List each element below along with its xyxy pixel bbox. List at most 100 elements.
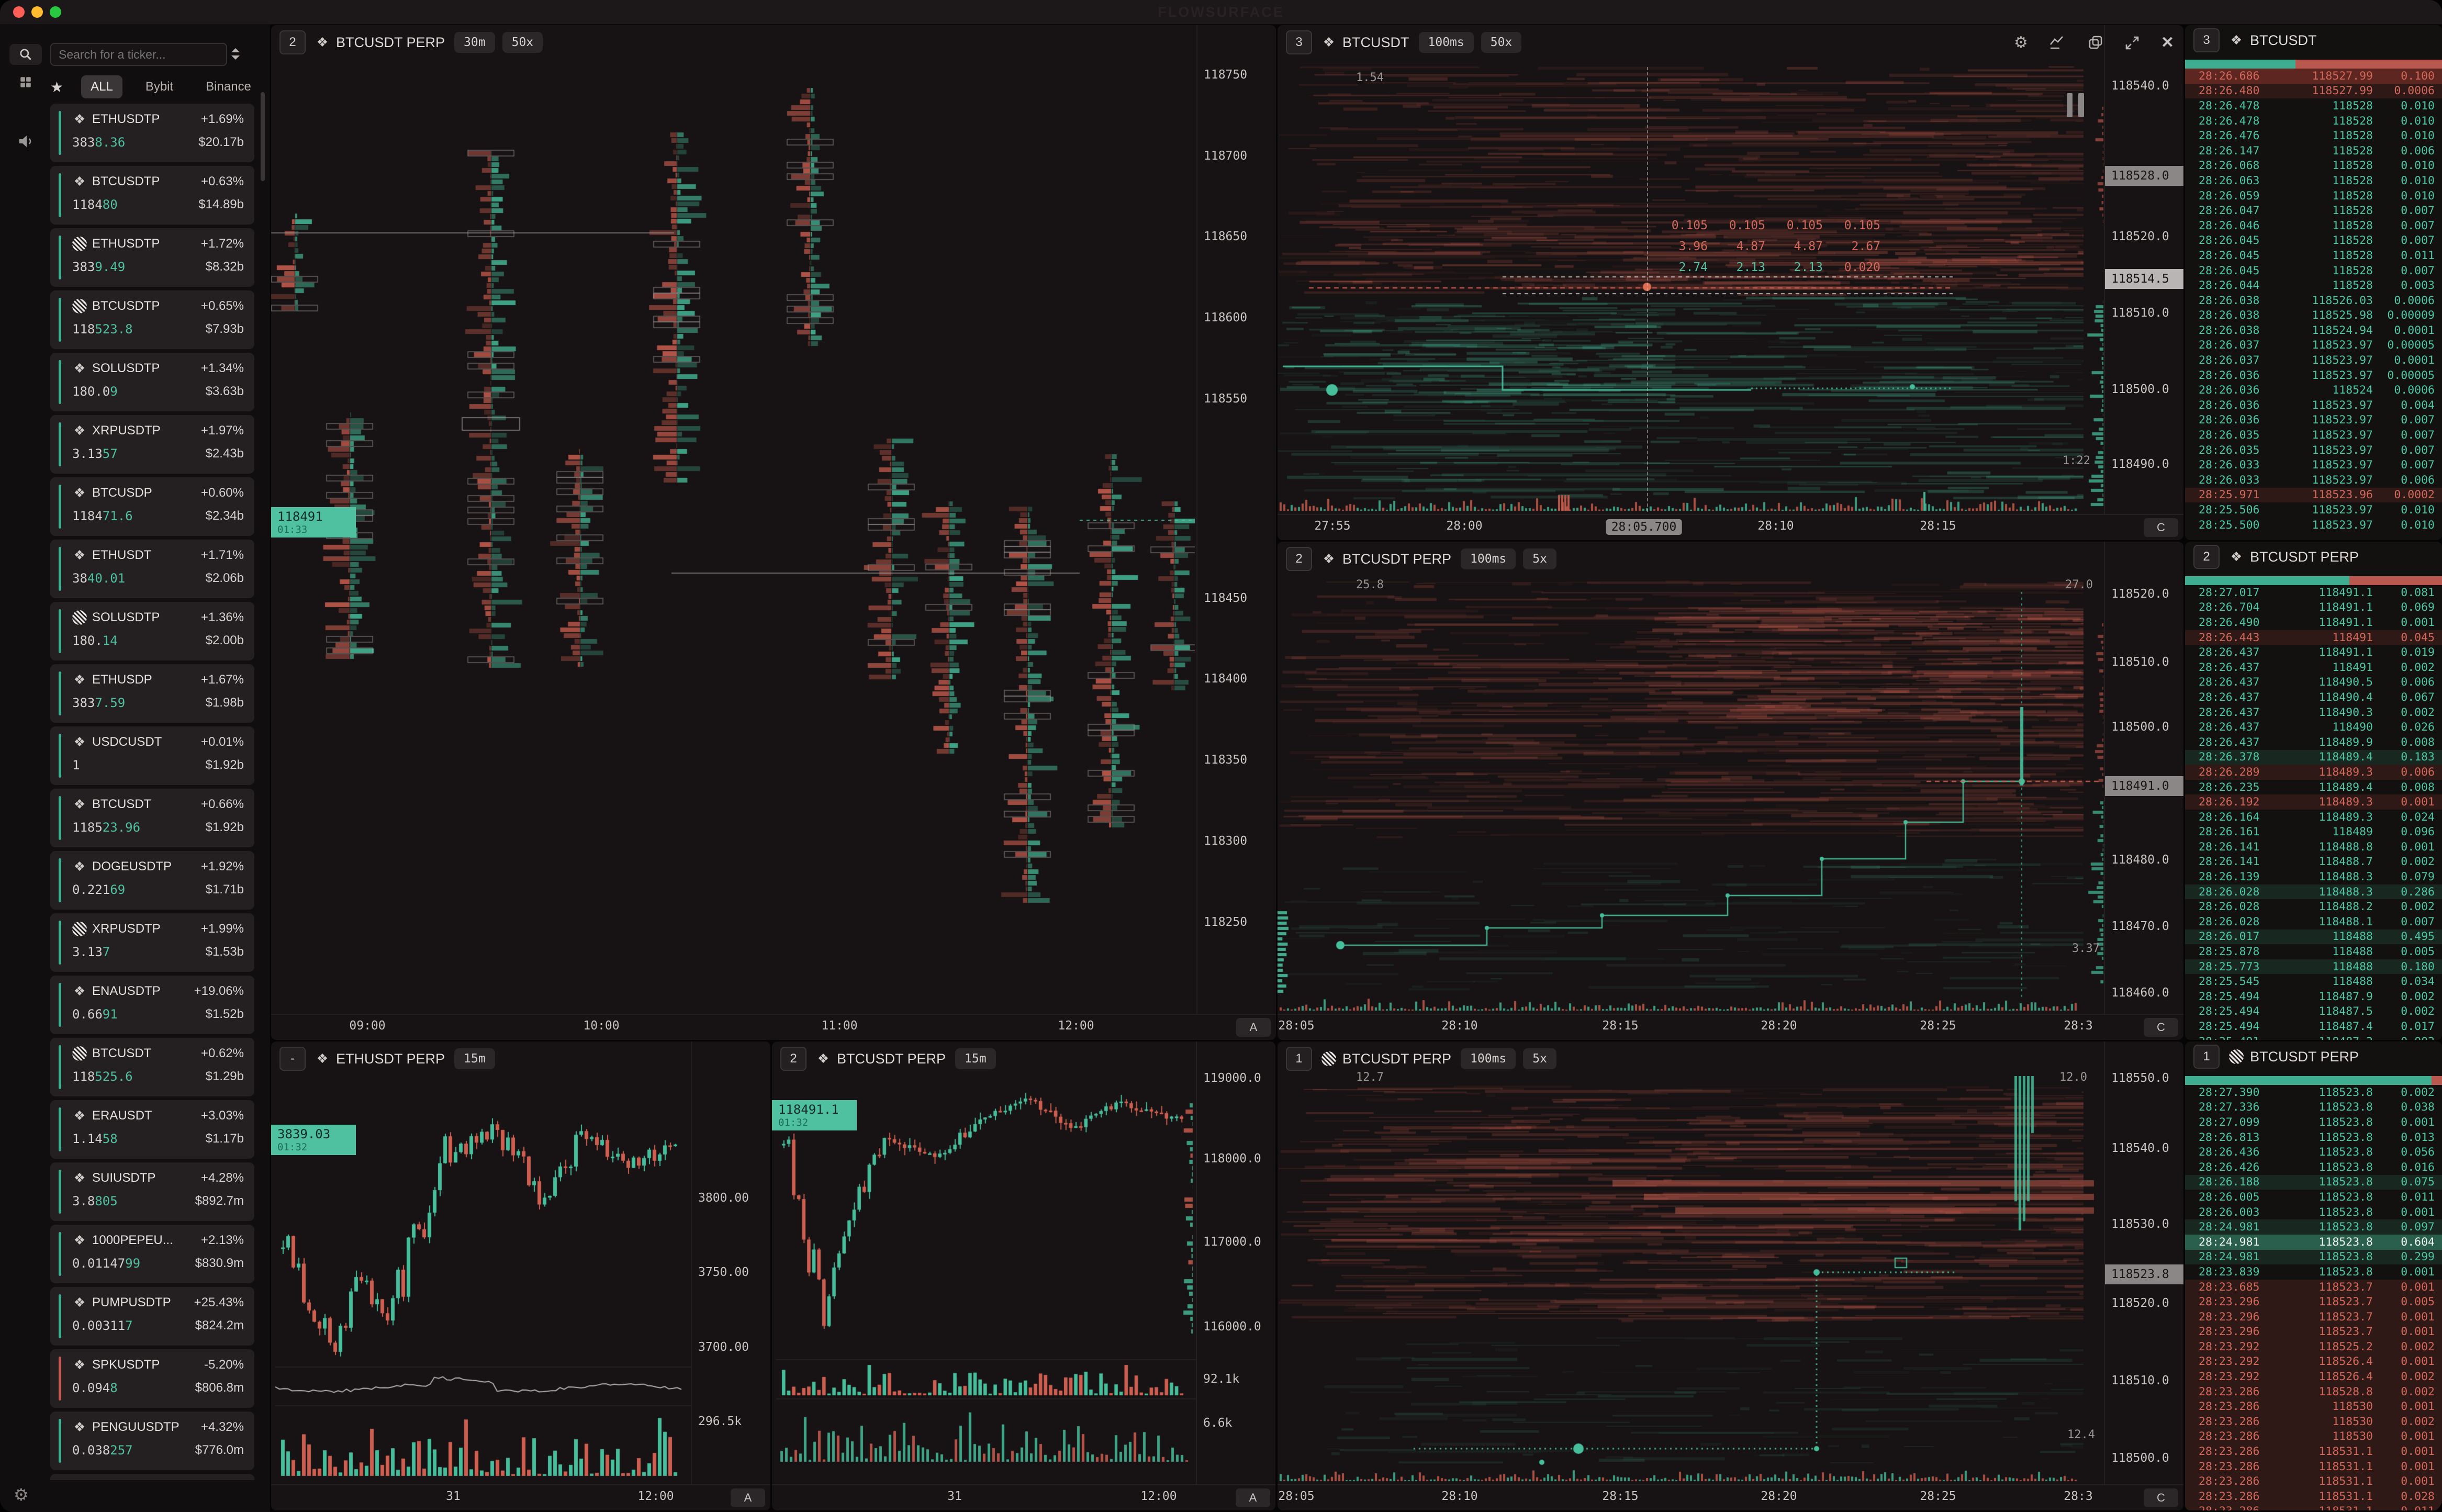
exchange-icon [72, 174, 87, 189]
ticker-card[interactable]: BTCUSDT +0.62% 118525.6 $1.29b [50, 1038, 254, 1096]
panel-number[interactable]: 3 [2193, 28, 2220, 52]
ticker-card[interactable]: SOLUSDTP +1.36% 180.14 $2.00b [50, 602, 254, 660]
ticker-change: +25.43% [194, 1295, 244, 1309]
ticker-card[interactable]: 1000PEPEU... +2.13% 0.0114799 $830.9m [50, 1225, 254, 1283]
autoscale-button[interactable]: C [2144, 1018, 2178, 1037]
time-axis[interactable]: 28:05 28:10 28:15 28:20 28:25 28:3 [1278, 1484, 2183, 1510]
minimize-window-button[interactable] [31, 6, 43, 18]
panel-number[interactable]: 1 [1286, 1047, 1312, 1071]
ticker-card[interactable]: BTCUSDT +0.66% 118523.96 $1.92b [50, 789, 254, 847]
ticker-card[interactable]: SUIUSDTP +4.28% 3.8805 $892.7m [50, 1162, 254, 1221]
indicator-icon[interactable] [2049, 35, 2067, 51]
ticker-volume: $824.2m [195, 1318, 244, 1332]
app-title: FLOWSURFACE [1158, 4, 1284, 20]
ticker-card[interactable]: ETHUSDT [50, 1474, 254, 1480]
price-axis[interactable]: 118540.0 118528.0 118520.0 118514.5 118510.0… [2104, 25, 2183, 515]
change-accent-bar [59, 1232, 61, 1276]
search-input[interactable] [58, 47, 220, 62]
close-window-button[interactable] [13, 6, 25, 18]
ticker-card[interactable]: DOGEUSDTP +1.92% 0.22169 $1.71b [50, 851, 254, 910]
panel-number[interactable]: - [279, 1047, 306, 1071]
chart-setting-chip[interactable]: 5x [1523, 548, 1556, 569]
autoscale-button[interactable]: A [731, 1488, 765, 1507]
footprint-chart-canvas[interactable] [271, 83, 1195, 988]
chart-symbol: ETHUSDT PERP [315, 1051, 445, 1067]
exchange-tab[interactable]: Bybit [145, 80, 174, 94]
panel-number[interactable]: 2 [780, 1047, 806, 1071]
heatmap-canvas[interactable] [1278, 60, 2104, 515]
panel-number[interactable]: 2 [279, 30, 306, 54]
time-axis[interactable]: 09:00 10:00 11:00 12:00 [271, 1014, 1276, 1040]
trade-row: 28:25.773 118488 0.180 [2185, 959, 2442, 975]
chart-setting-chip[interactable]: 100ms [1461, 548, 1516, 569]
ticker-card[interactable]: SOLUSDTP +1.34% 180.09 $3.63b [50, 353, 254, 411]
autoscale-button[interactable]: C [2144, 518, 2178, 537]
ticker-card[interactable]: BTCUSDP +0.60% 118471.6 $2.34b [50, 477, 254, 536]
chart-setting-chip[interactable]: 100ms [1418, 32, 1474, 53]
last-price-tag: 118491 01:33 [271, 507, 356, 537]
exchange-tab[interactable]: Binance [206, 80, 251, 94]
ticker-card[interactable]: SPKUSDTP -5.20% 0.0948 $806.8m [50, 1349, 254, 1408]
trade-row: 28:26.686 118527.99 0.100 [2185, 69, 2442, 84]
sort-button[interactable] [229, 47, 242, 63]
ticker-card[interactable]: BTCUSDTP +0.65% 118523.8 $7.93b [50, 290, 254, 349]
price-axis[interactable]: 118750 118700 118650 118600 118550 118450 1184… [1196, 25, 1276, 1015]
ticker-card[interactable]: ETHUSDTP +1.69% 3838.36 $20.17b [50, 104, 254, 162]
heatmap-canvas[interactable] [1278, 1076, 2104, 1485]
audio-button[interactable] [18, 134, 33, 151]
candle-canvas[interactable] [776, 1072, 1197, 1481]
favorites-star-icon[interactable]: ★ [50, 79, 64, 95]
ticker-card[interactable]: ENAUSDTP +19.06% 0.6691 $1.52b [50, 976, 254, 1034]
autoscale-button[interactable]: C [2144, 1488, 2178, 1507]
ticker-price: 0.6691 [72, 1007, 118, 1022]
chart-setting-chip[interactable]: 50x [502, 32, 543, 53]
autoscale-button[interactable]: A [1236, 1018, 1271, 1037]
zoom-window-button[interactable] [50, 6, 61, 18]
ticker-card[interactable]: ERAUSDT +3.03% 1.1458 $1.17b [50, 1100, 254, 1159]
time-axis[interactable]: 31 12:00 [271, 1484, 770, 1510]
settings-gear-icon[interactable]: ⚙ [2013, 34, 2028, 51]
ticker-symbol: PUMPUSDTP [72, 1295, 171, 1310]
panel-number[interactable]: 1 [2193, 1045, 2220, 1069]
chart-setting-chip[interactable]: 30m [454, 32, 495, 53]
price-axis[interactable]: 118520.0 118510.0 118500.0 118491.0 118480.0… [2104, 542, 2183, 1015]
time-axis[interactable]: 31 12:00 [772, 1484, 1275, 1510]
exchange-tab[interactable]: ALL [81, 75, 122, 98]
ticker-card[interactable]: ETHUSDTP +1.72% 3839.49 $8.32b [50, 228, 254, 287]
settings-gear-icon[interactable]: ⚙ [14, 1485, 29, 1504]
pause-icon[interactable] [2067, 93, 2084, 117]
ticker-card[interactable]: PENGUUSDTP +4.32% 0.038257 $776.0m [50, 1412, 254, 1470]
chart-setting-chip[interactable]: 15m [955, 1048, 996, 1069]
ticker-card[interactable]: XRPUSDTP +1.97% 3.1357 $2.43b [50, 415, 254, 474]
autoscale-button[interactable]: A [1236, 1488, 1270, 1507]
copy-icon[interactable] [2088, 35, 2103, 51]
panel-number[interactable]: 2 [1286, 547, 1312, 571]
price-tick: 118514.5 [2105, 269, 2183, 289]
price-axis[interactable]: 119000.0 118000.0 117000.0 116000.0 92.1k 6.6… [1196, 1041, 1275, 1485]
panel-number[interactable]: 3 [1286, 30, 1312, 54]
sidebar-scrollbar[interactable] [261, 92, 265, 181]
layout-grid-button[interactable] [19, 75, 32, 92]
chart-setting-chip[interactable]: 100ms [1461, 1048, 1516, 1069]
ticker-card[interactable]: ETHUSDT +1.71% 3840.01 $2.06b [50, 540, 254, 598]
close-icon[interactable]: ✕ [2160, 34, 2174, 51]
ticker-card[interactable]: USDCUSDT +0.01% 1 $1.92b [50, 726, 254, 785]
ticker-card[interactable]: ETHUSDP +1.67% 3837.59 $1.98b [50, 664, 254, 723]
time-axis[interactable]: 28:05 28:10 28:15 28:20 28:25 28:3 [1278, 1014, 2183, 1040]
ticker-card[interactable]: BTCUSDTP +0.63% 118480 $14.89b [50, 166, 254, 225]
price-axis[interactable]: 3800.00 3750.00 3700.00 296.5k [691, 1041, 770, 1485]
ticker-symbol: ENAUSDTP [72, 984, 161, 999]
search-button[interactable] [9, 44, 42, 65]
heatmap-canvas[interactable] [1278, 576, 2104, 1015]
chart-setting-chip[interactable]: 15m [454, 1048, 495, 1069]
time-axis[interactable]: 27:55 28:00 28:05.700 28:10 28:15 [1278, 514, 2183, 540]
chart-setting-chip[interactable]: 5x [1523, 1048, 1556, 1069]
panel-number[interactable]: 2 [2193, 545, 2220, 569]
chart-setting-chip[interactable]: 50x [1481, 32, 1522, 53]
price-axis[interactable]: 118550.0 118540.0 118530.0 118523.8 118520.0… [2104, 1041, 2183, 1485]
price-tick: 118528.0 [2105, 166, 2183, 186]
expand-icon[interactable] [2124, 35, 2140, 51]
ticker-card[interactable]: PUMPUSDTP +25.43% 0.003117 $824.2m [50, 1287, 254, 1346]
price-tick: 118480.0 [2111, 853, 2169, 867]
ticker-card[interactable]: XRPUSDTP +1.99% 3.137 $1.53b [50, 913, 254, 972]
